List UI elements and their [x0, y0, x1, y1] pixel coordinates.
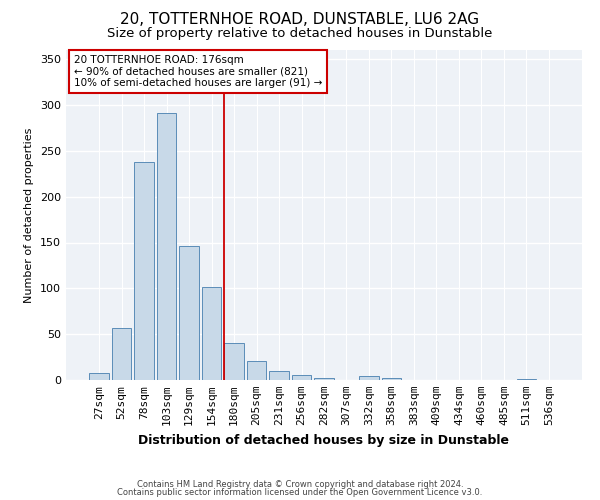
Text: Size of property relative to detached houses in Dunstable: Size of property relative to detached ho…	[107, 28, 493, 40]
Text: 20, TOTTERNHOE ROAD, DUNSTABLE, LU6 2AG: 20, TOTTERNHOE ROAD, DUNSTABLE, LU6 2AG	[121, 12, 479, 28]
Bar	[224, 344, 244, 380]
Bar	[292, 374, 311, 380]
Bar	[314, 378, 334, 380]
Bar	[179, 246, 199, 380]
Bar	[134, 162, 154, 380]
Bar	[359, 376, 379, 380]
Bar	[269, 371, 289, 380]
Y-axis label: Number of detached properties: Number of detached properties	[25, 128, 34, 302]
Text: 20 TOTTERNHOE ROAD: 176sqm
← 90% of detached houses are smaller (821)
10% of sem: 20 TOTTERNHOE ROAD: 176sqm ← 90% of deta…	[74, 55, 322, 88]
X-axis label: Distribution of detached houses by size in Dunstable: Distribution of detached houses by size …	[139, 434, 509, 446]
Text: Contains HM Land Registry data © Crown copyright and database right 2024.: Contains HM Land Registry data © Crown c…	[137, 480, 463, 489]
Bar	[89, 372, 109, 380]
Bar	[112, 328, 131, 380]
Text: Contains public sector information licensed under the Open Government Licence v3: Contains public sector information licen…	[118, 488, 482, 497]
Bar	[157, 114, 176, 380]
Bar	[247, 361, 266, 380]
Bar	[382, 378, 401, 380]
Bar	[202, 288, 221, 380]
Bar	[517, 379, 536, 380]
